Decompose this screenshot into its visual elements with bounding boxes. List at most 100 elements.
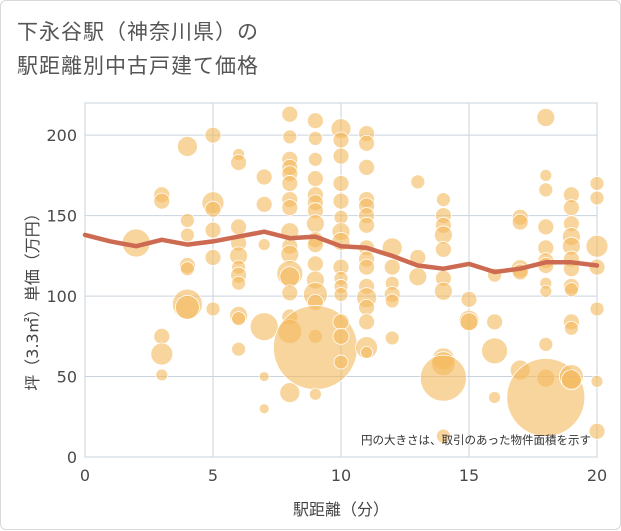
- data-bubble: [307, 130, 323, 146]
- data-bubble: [176, 136, 198, 157]
- data-bubble: [588, 422, 606, 440]
- data-bubble: [358, 258, 376, 276]
- y-tick-label: 50: [57, 368, 77, 387]
- data-bubble: [204, 126, 222, 144]
- data-bubble: [481, 337, 509, 365]
- data-bubble: [179, 227, 195, 243]
- data-bubble: [536, 108, 556, 127]
- data-bubble: [306, 112, 324, 130]
- data-bubble: [204, 221, 222, 239]
- data-bubble: [358, 313, 376, 331]
- data-bubble: [332, 175, 350, 192]
- data-bubble: [358, 158, 376, 176]
- y-tick-labels: 0 50 100 150 200: [46, 126, 77, 467]
- data-bubble: [179, 261, 195, 277]
- x-axis-label: 駅距離（分）: [293, 500, 389, 519]
- data-bubble: [360, 346, 374, 359]
- data-bubble: [255, 195, 273, 213]
- data-bubble: [279, 382, 301, 404]
- data-bubble: [230, 154, 248, 171]
- data-bubble: [561, 369, 582, 391]
- data-bubble: [153, 327, 171, 345]
- data-bubble: [305, 214, 325, 234]
- y-tick-label: 150: [46, 207, 77, 226]
- data-bubble: [306, 170, 324, 188]
- data-bubble: [249, 312, 279, 342]
- data-bubble: [282, 129, 298, 145]
- data-bubble: [332, 327, 350, 345]
- data-bubble: [384, 330, 400, 346]
- data-bubble: [539, 284, 553, 298]
- x-tick-label: 0: [80, 466, 90, 485]
- data-bubble: [281, 175, 299, 192]
- data-bubble: [258, 403, 270, 415]
- data-bubble: [590, 374, 604, 388]
- data-bubble: [231, 275, 247, 291]
- data-bubble: [332, 131, 350, 149]
- y-tick-label: 0: [67, 448, 77, 467]
- x-tick-label: 20: [587, 466, 607, 485]
- data-bubble: [488, 391, 502, 404]
- data-bubble: [564, 320, 579, 336]
- data-bubble: [281, 284, 299, 302]
- trend-layer: [82, 229, 600, 275]
- data-bubble: [255, 168, 273, 186]
- data-bubble: [174, 294, 200, 320]
- data-bubble: [333, 354, 349, 370]
- data-bubble: [589, 190, 605, 206]
- x-tick-label: 5: [208, 466, 218, 485]
- data-bubble: [333, 209, 349, 225]
- size-note: 円の大きさは、取引のあった物件面積を示す: [361, 433, 591, 447]
- trend-line: [82, 229, 600, 275]
- data-bubble: [281, 105, 299, 123]
- plot-border: [84, 102, 598, 458]
- data-bubble: [486, 313, 504, 331]
- data-bubble: [332, 192, 350, 210]
- data-bubble: [155, 368, 169, 382]
- data-bubble: [204, 200, 222, 218]
- data-bubble: [383, 258, 401, 276]
- x-tick-label: 15: [459, 466, 479, 485]
- data-bubble: [153, 192, 171, 210]
- y-tick-label: 200: [46, 126, 77, 145]
- data-bubble: [306, 255, 324, 273]
- data-bubble: [435, 192, 451, 207]
- data-bubble: [460, 290, 478, 308]
- data-bubble: [150, 342, 174, 366]
- data-bubble: [308, 387, 322, 401]
- data-bubble: [358, 298, 376, 316]
- data-bubble: [204, 249, 222, 266]
- data-bubble: [307, 151, 323, 167]
- data-bubble: [589, 176, 605, 191]
- data-bubble: [410, 174, 426, 190]
- y-axis-label: 坪（3.3㎡）単価（万円）: [23, 205, 42, 390]
- y-tick-label: 100: [46, 287, 77, 306]
- data-bubble: [539, 169, 553, 182]
- data-bubble: [435, 428, 451, 444]
- data-bubble: [538, 182, 554, 198]
- data-bubble: [358, 216, 376, 234]
- data-bubble: [179, 213, 195, 228]
- data-bubble: [333, 287, 349, 302]
- data-bubble: [332, 313, 350, 331]
- x-tick-label: 10: [331, 466, 351, 485]
- data-bubble: [538, 336, 554, 352]
- data-bubble: [257, 238, 271, 252]
- chart-title: 下永谷駅（神奈川県）の 駅距離別中古戸建て価格: [17, 20, 259, 78]
- data-bubble: [419, 354, 467, 402]
- data-bubble: [281, 199, 299, 216]
- bubble-layer: [121, 105, 609, 444]
- data-bubble: [384, 293, 400, 309]
- data-bubble: [434, 241, 452, 258]
- x-tick-labels: 0 5 10 15 20: [80, 466, 607, 485]
- data-bubble: [279, 266, 301, 288]
- data-bubble: [511, 213, 529, 231]
- data-bubble: [258, 371, 270, 382]
- data-bubble: [358, 134, 376, 152]
- data-bubble: [231, 311, 247, 327]
- data-bubble: [564, 282, 579, 298]
- data-bubble: [332, 147, 350, 165]
- data-bubble: [205, 301, 221, 317]
